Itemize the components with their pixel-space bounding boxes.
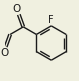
- Text: F: F: [49, 15, 54, 25]
- Text: O: O: [1, 48, 9, 58]
- Text: O: O: [13, 4, 21, 14]
